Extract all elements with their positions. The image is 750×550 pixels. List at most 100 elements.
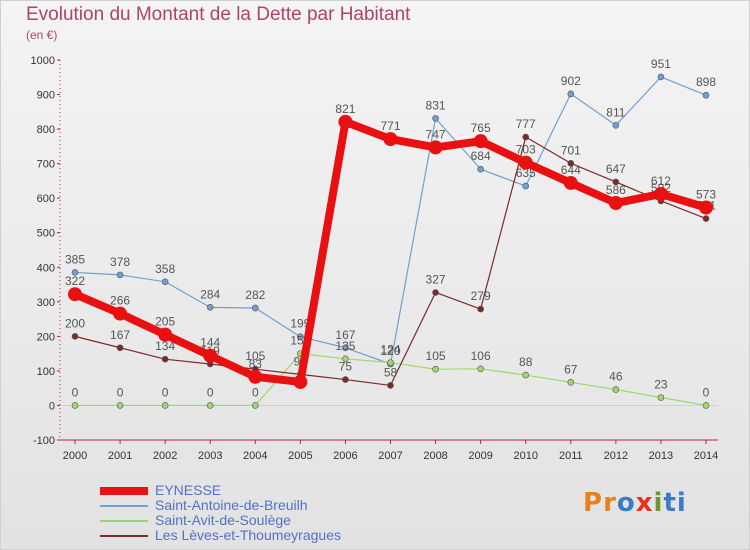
data-label: 266 (110, 294, 130, 308)
y-tick-label: 900 (37, 90, 55, 102)
x-tick-label: 2001 (108, 450, 132, 462)
y-tick-label: 400 (37, 262, 55, 274)
data-label: 120 (380, 344, 400, 358)
data-point (68, 287, 82, 302)
data-point (612, 386, 620, 393)
data-label: 279 (471, 289, 491, 303)
data-point (653, 187, 668, 202)
x-tick-label: 2002 (153, 450, 177, 462)
x-tick-label: 2005 (288, 450, 312, 462)
data-point (473, 134, 488, 149)
data-point (206, 402, 214, 409)
data-point (612, 121, 620, 129)
data-point (657, 73, 665, 81)
logo-letter: x (635, 488, 654, 518)
data-point (161, 278, 169, 286)
data-label: 46 (609, 370, 623, 384)
legend-label: Saint-Antoine-de-Breuilh (155, 497, 308, 513)
data-point (477, 165, 484, 173)
data-label: 902 (561, 74, 581, 88)
x-tick-label: 2012 (604, 450, 628, 462)
data-point (522, 371, 530, 379)
data-label: 358 (155, 262, 175, 276)
series-0: 322 266 205 144 83 821 771 747 765 703 644 586 612 57… (65, 102, 716, 389)
data-point (657, 394, 665, 401)
logo-letter: o (616, 488, 636, 518)
data-label: 134 (155, 339, 175, 353)
data-label: 23 (654, 378, 668, 392)
data-point (383, 132, 398, 147)
data-point (702, 402, 710, 409)
data-label: 144 (200, 336, 220, 350)
data-label: 951 (651, 57, 671, 71)
x-tick-label: 2009 (468, 450, 492, 462)
logo-letter: i (676, 488, 687, 518)
series-1: 385 378 358 284 282 199 167 120 831 684 635 902 811 9… (65, 57, 716, 368)
y-tick-label: 500 (37, 228, 55, 240)
data-point (161, 402, 169, 409)
y-tick-label: 300 (37, 297, 55, 309)
data-label: 199 (290, 317, 310, 331)
data-point (293, 374, 308, 389)
data-label: 167 (335, 328, 355, 342)
data-label: 135 (335, 339, 355, 353)
data-point (71, 269, 79, 276)
data-point (432, 365, 439, 373)
data-label: 0 (162, 385, 169, 399)
data-point (203, 348, 218, 363)
data-label: 284 (200, 287, 220, 301)
data-point (522, 182, 530, 190)
data-point (342, 376, 349, 383)
data-label: 58 (384, 365, 398, 379)
data-point (206, 304, 214, 311)
data-label: 0 (207, 385, 214, 399)
data-label: 167 (110, 328, 130, 342)
data-point (428, 140, 443, 155)
data-label: 83 (249, 357, 263, 371)
data-point (338, 114, 353, 129)
data-label: 573 (696, 188, 716, 202)
data-label: 205 (155, 315, 175, 329)
x-tick-label: 2013 (649, 450, 673, 462)
legend-label: EYNESSE (155, 482, 222, 498)
data-point (477, 305, 484, 313)
y-tick-label: 0 (49, 400, 55, 412)
data-label: 105 (426, 349, 446, 363)
data-label: 635 (516, 166, 536, 180)
data-label: 647 (606, 162, 626, 176)
data-point (432, 115, 439, 122)
y-tick-label: 800 (37, 124, 55, 136)
y-tick-label: 1000 (31, 55, 55, 67)
x-tick-label: 2003 (198, 450, 222, 462)
data-label: 765 (471, 121, 491, 135)
data-point (477, 365, 484, 373)
data-point (612, 178, 620, 186)
data-point (563, 175, 578, 190)
data-label: 67 (564, 362, 578, 376)
data-label: 327 (426, 272, 446, 286)
data-point (567, 379, 575, 386)
data-point (297, 333, 304, 341)
data-label: 821 (335, 102, 355, 116)
data-point (71, 333, 79, 340)
data-point (251, 304, 259, 312)
data-label: 0 (72, 385, 79, 399)
y-tick-label: 200 (37, 331, 55, 343)
data-label: 385 (65, 252, 85, 266)
data-label: 378 (110, 255, 130, 269)
data-point (116, 402, 124, 409)
data-label: 75 (339, 360, 353, 374)
legend-swatch (100, 535, 148, 537)
x-tick-label: 2004 (243, 450, 267, 462)
legend-label: Saint-Avit-de-Soulège (155, 512, 291, 528)
data-point (518, 155, 533, 170)
legend-swatch (100, 505, 148, 507)
data-label: 898 (696, 75, 716, 89)
y-tick-label: 600 (37, 193, 55, 205)
data-point (567, 159, 575, 167)
data-label: 644 (561, 163, 581, 177)
data-label: 200 (65, 316, 85, 330)
data-point (342, 344, 349, 352)
